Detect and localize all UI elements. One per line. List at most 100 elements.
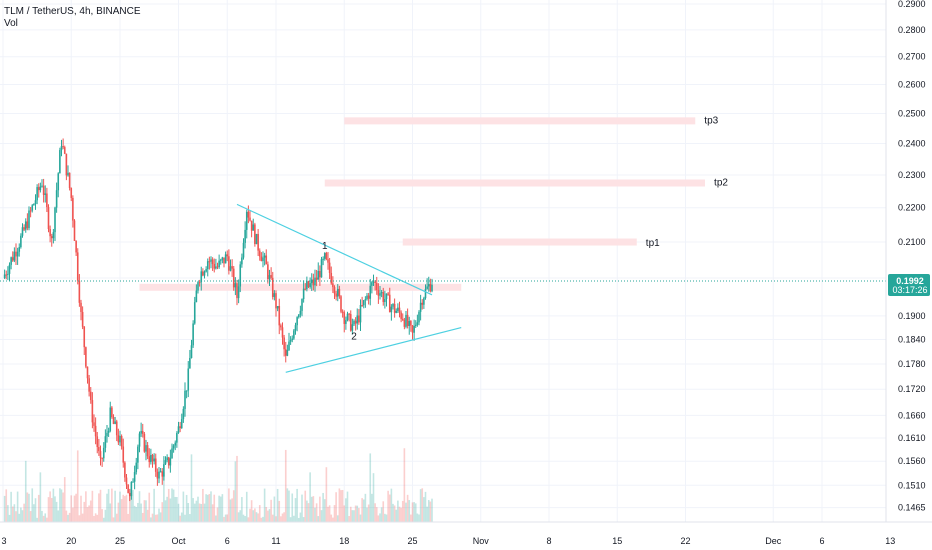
candle-body (115, 421, 118, 436)
volume-bar (161, 502, 164, 522)
volume-bar (36, 517, 38, 522)
volume-bar (163, 471, 165, 522)
candle-body (102, 447, 105, 459)
symbol-title[interactable]: TLM / TetherUS, 4h, BINANCE (4, 6, 141, 17)
annotation-tp1: tp1 (646, 238, 660, 249)
volume-bar (148, 492, 151, 522)
volume-bar (31, 488, 34, 522)
annotation-tp2: tp2 (714, 177, 728, 188)
volume-bar (299, 512, 302, 522)
candle-body (260, 256, 263, 262)
volume-bar (314, 507, 316, 522)
volume-bar (431, 498, 433, 522)
volume-bar (145, 500, 147, 522)
volume-bar (119, 491, 121, 522)
volume-bar (306, 500, 308, 522)
time-tick-label: 20 (66, 536, 76, 546)
candle-body (346, 313, 349, 321)
zone-tp3 (344, 117, 696, 125)
candle-body (359, 305, 362, 323)
candle-body (127, 484, 129, 493)
volume-bar (242, 514, 245, 522)
candle-body (307, 281, 310, 287)
candle-body (85, 347, 87, 367)
candle-body (297, 314, 300, 318)
price-tick-label: 0.2200 (898, 203, 926, 213)
candle-body (15, 251, 17, 257)
candle-body (83, 326, 86, 348)
volume-bar (410, 514, 412, 522)
volume-bar (8, 514, 11, 522)
volume-bar (65, 510, 68, 522)
candle-body (367, 295, 370, 299)
volume-bar (89, 500, 92, 522)
volume-bar (182, 491, 185, 522)
resistance-trendline (236, 203, 433, 296)
candle-body (16, 251, 19, 257)
volume-bar (153, 488, 155, 522)
volume-bar (392, 503, 394, 522)
candle-body (169, 458, 172, 466)
volume-bar (270, 499, 272, 522)
volume-bar (319, 496, 321, 522)
candle-body (280, 325, 282, 328)
volume-bar (267, 510, 269, 522)
volume-bar (275, 516, 277, 522)
volume-bar (359, 514, 362, 522)
candle-body (172, 445, 175, 449)
volume-bar (364, 493, 367, 522)
candle-body (403, 319, 406, 327)
volume-bar (366, 507, 368, 522)
volume-bar (98, 493, 100, 522)
volume-bar (361, 498, 363, 522)
candle-body (161, 471, 164, 477)
time-tick-label: Dec (765, 536, 782, 546)
candle-body (423, 298, 425, 305)
candle-body (187, 368, 190, 391)
candle-body (156, 471, 159, 479)
candle-body (98, 447, 100, 452)
volume-bar (400, 507, 402, 522)
candle-body (229, 266, 232, 271)
volume-bar (388, 494, 391, 522)
candle-body (184, 390, 186, 409)
volume-bar (229, 499, 232, 522)
candle-body (345, 320, 347, 324)
candle-body (284, 349, 287, 356)
candle-body (46, 193, 48, 208)
volume-bar (327, 506, 329, 522)
candle-body (125, 477, 128, 485)
volume-bar (94, 513, 97, 522)
volume-bar (200, 503, 203, 522)
candle-body (393, 303, 396, 313)
candle-body (385, 293, 388, 300)
volume-bar (88, 505, 90, 522)
volume-bar (159, 512, 162, 522)
candle-body (65, 153, 68, 176)
volume-bar (189, 514, 191, 522)
volume-bar (413, 502, 415, 522)
volume-bar (151, 513, 154, 522)
volume-bar (104, 509, 107, 522)
volume-bar (210, 491, 212, 522)
candle-body (294, 325, 297, 331)
volume-bar (46, 517, 48, 522)
candle-body (349, 314, 352, 331)
volume-bar (3, 495, 6, 522)
volume-bar (310, 496, 313, 522)
volume-bar (215, 515, 217, 522)
zone-entry (139, 283, 462, 291)
price-badge-countdown: 03:17:26 (892, 285, 927, 295)
time-tick-label: 3 (1, 536, 6, 546)
volume-bar (278, 500, 281, 522)
volume-bar (288, 490, 290, 522)
candle-body (219, 259, 222, 261)
volume-bar (228, 488, 230, 522)
volume-bar (349, 506, 352, 522)
volume-indicator-label[interactable]: Vol (4, 18, 18, 29)
candle-body (242, 242, 245, 258)
volume-bar (138, 491, 141, 522)
volume-bar (385, 514, 388, 522)
